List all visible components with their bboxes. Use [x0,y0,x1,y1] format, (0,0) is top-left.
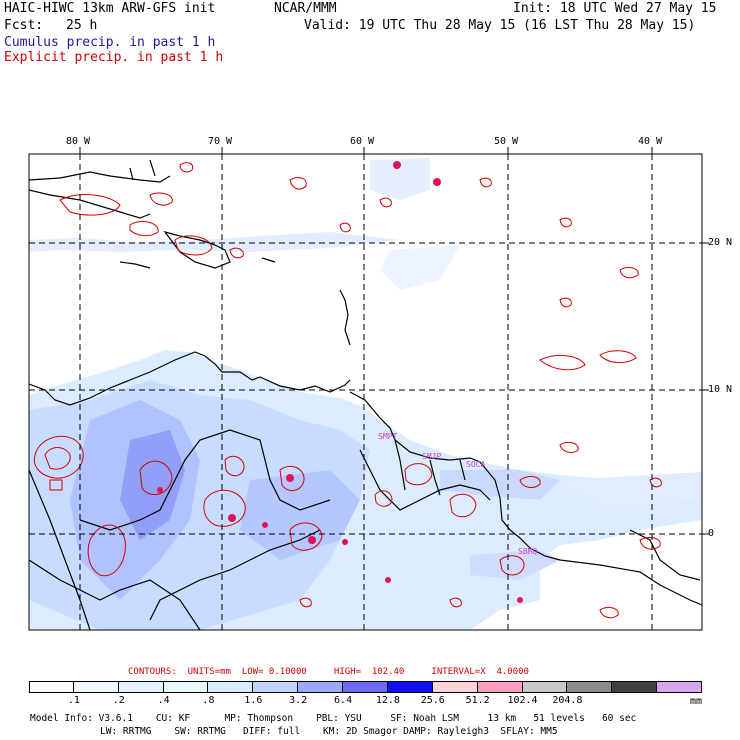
tick-marks [79,147,709,535]
colorbar-tick-label: 3.2 [289,695,308,706]
colorbar-tick-label: 12.8 [375,695,400,706]
graticule [29,154,702,630]
lon-label: 50 W [494,136,519,147]
lon-label: 60 W [350,136,375,147]
station-label: SOCA [466,460,486,469]
coastlines [29,159,702,630]
lat-label: 20 N [708,237,733,248]
valid-time: Valid: 19 UTC Thu 28 May 15 (16 LST Thu … [304,18,696,33]
colorbar-cell [477,681,523,693]
colorbar-tick-label: .8 [202,695,215,706]
forecast-label: Fcst: [4,18,44,33]
forecast-hour: 25 h [66,18,98,33]
colorbar-cell [567,681,613,693]
institution-label: NCAR/MMM [274,1,337,16]
colorbar-cell [118,681,164,693]
colorbar-cell [612,681,658,693]
colorbar-cell [73,681,119,693]
colorbar-tick-label: 102.4 [507,695,538,706]
colorbar-cell [208,681,254,693]
colorbar-cell [29,681,74,693]
explicit-precip-contours [33,162,662,619]
colorbar-tick-label: 51.2 [465,695,490,706]
colorbar-tick-label: 204.8 [552,695,583,706]
colorbar-unit: mm [690,696,703,707]
cumulus-precip-shading [29,158,702,630]
station-label: SMPT [378,432,398,441]
colorbar-tick-label: 1.6 [244,695,263,706]
station-label: SBMQ [518,547,538,556]
legend-explicit: Explicit precip. in past 1 h [4,50,224,65]
legend-cumulus: Cumulus precip. in past 1 h [4,35,216,50]
colorbar-tick-label: .1 [67,695,80,706]
colorbar-tick-label: 25.6 [420,695,445,706]
model-title: HAIC-HIWC 13km ARW-GFS init [4,1,216,16]
colorbar-cell [343,681,388,693]
colorbar-cell [253,681,299,693]
station-label: SMJP [422,452,442,461]
contours-info: CONTOURS: UNITS=mm LOW= 0.10000 HIGH= 10… [128,667,529,677]
lon-label: 80 W [66,136,91,147]
colorbar-tick-label: 6.4 [334,695,353,706]
colorbar-tick-label: .2 [112,695,125,706]
colorbar-cell [522,681,568,693]
init-time: Init: 18 UTC Wed 27 May 15 [513,1,717,16]
map-frame [28,153,703,631]
colorbar-cell [163,681,209,693]
lat-label: 10 N [708,384,733,395]
colorbar-cell [657,681,702,693]
colorbar-cell [387,681,433,693]
heavy-precip-cores [157,161,523,603]
model-info-line2: LW: RRTMG SW: RRTMG DIFF: full KM: 2D Sm… [100,726,558,737]
lat-label: 0 [708,528,715,539]
colorbar-cell [432,681,478,693]
colorbar-cell [298,681,344,693]
lon-label: 70 W [208,136,233,147]
lon-label: 40 W [638,136,663,147]
model-info-line1: Model Info: V3.6.1 CU: KF MP: Thompson P… [30,713,637,724]
colorbar-tick-label: .4 [157,695,170,706]
